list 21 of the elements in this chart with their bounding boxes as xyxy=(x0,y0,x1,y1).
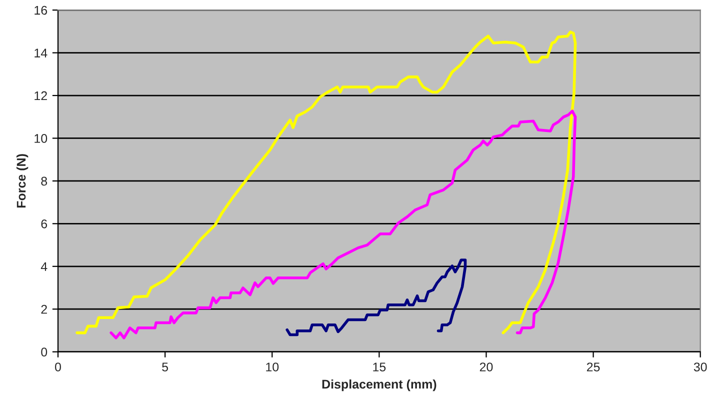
x-tick-label: 5 xyxy=(162,362,168,372)
line-series xyxy=(286,258,467,336)
y-tick-label: 8 xyxy=(41,176,48,186)
y-axis-title: Force (N) xyxy=(16,154,28,208)
y-tick-label: 10 xyxy=(34,134,48,143)
y-tick-label: 12 xyxy=(34,91,47,100)
y-tick-label: 14 xyxy=(34,48,48,58)
x-tick-label: 0 xyxy=(55,362,61,372)
line-series xyxy=(110,110,577,340)
y-tick-label: 6 xyxy=(41,219,48,228)
y-tick-label: 4 xyxy=(40,262,48,271)
x-tick-label: 20 xyxy=(480,362,493,372)
x-tick-label: 15 xyxy=(373,362,386,372)
x-tick-label: 10 xyxy=(266,362,279,372)
x-tick-label: 25 xyxy=(586,362,600,372)
y-tick-label: 2 xyxy=(41,304,47,314)
x-tick-label: 30 xyxy=(694,362,707,372)
line-series xyxy=(76,30,577,334)
y-tick-label: 0 xyxy=(41,348,48,356)
y-tick-label: 16 xyxy=(34,6,48,15)
x-axis-title: Displacement (mm) xyxy=(322,379,436,392)
